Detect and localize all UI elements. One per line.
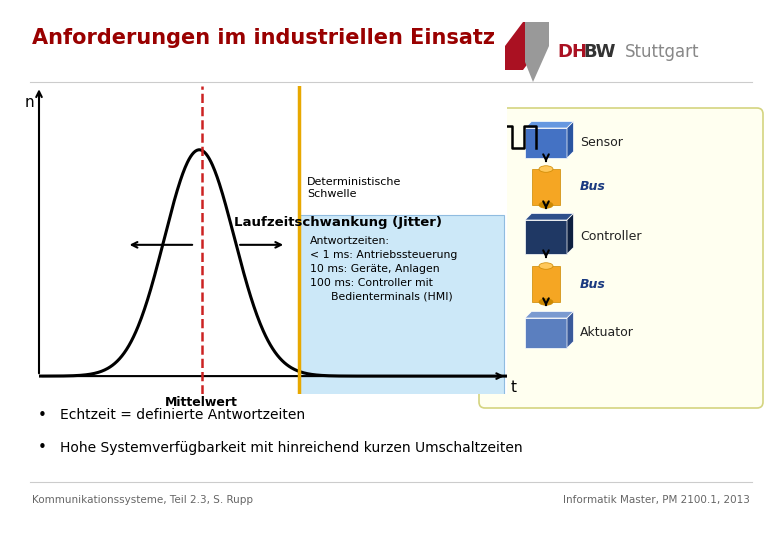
- Text: Echtzeit = definierte Antwortzeiten: Echtzeit = definierte Antwortzeiten: [60, 408, 305, 422]
- Ellipse shape: [539, 263, 553, 269]
- Text: Kommunikationssysteme, Teil 2.3, S. Rupp: Kommunikationssysteme, Teil 2.3, S. Rupp: [32, 495, 253, 505]
- Text: Bus: Bus: [580, 278, 606, 291]
- Text: t: t: [510, 380, 516, 395]
- Text: DH: DH: [557, 43, 587, 61]
- Polygon shape: [567, 122, 573, 158]
- Text: Mittelwert: Mittelwert: [165, 396, 238, 409]
- Text: Deterministische
Schwelle: Deterministische Schwelle: [307, 177, 401, 199]
- Polygon shape: [525, 213, 573, 220]
- Polygon shape: [525, 22, 549, 82]
- Text: Controller: Controller: [580, 231, 641, 244]
- Text: Sensor: Sensor: [580, 137, 623, 150]
- Ellipse shape: [539, 202, 553, 208]
- Polygon shape: [525, 122, 573, 128]
- Text: •: •: [37, 408, 47, 422]
- Text: •: •: [37, 441, 47, 456]
- FancyBboxPatch shape: [525, 318, 567, 348]
- Text: n: n: [24, 95, 34, 110]
- Bar: [532, 169, 560, 205]
- Ellipse shape: [539, 299, 553, 305]
- Text: Anforderungen im industriellen Einsatz: Anforderungen im industriellen Einsatz: [32, 28, 495, 48]
- Text: Antwortzeiten:
< 1 ms: Antriebssteuerung
10 ms: Geräte, Anlagen
100 ms: Controll: Antwortzeiten: < 1 ms: Antriebssteuerung…: [310, 236, 457, 302]
- FancyBboxPatch shape: [525, 128, 567, 158]
- FancyBboxPatch shape: [299, 215, 504, 401]
- Text: Laufzeitschwankung (Jitter): Laufzeitschwankung (Jitter): [234, 216, 442, 229]
- FancyBboxPatch shape: [479, 108, 763, 408]
- Text: Stuttgart: Stuttgart: [625, 43, 700, 61]
- Polygon shape: [567, 312, 573, 348]
- Text: Hohe Systemverfügbarkeit mit hinreichend kurzen Umschaltzeiten: Hohe Systemverfügbarkeit mit hinreichend…: [60, 441, 523, 455]
- Text: Aktuator: Aktuator: [580, 327, 634, 340]
- Polygon shape: [525, 312, 573, 318]
- Text: Bus: Bus: [580, 180, 606, 193]
- Polygon shape: [505, 22, 541, 70]
- Text: BW: BW: [583, 43, 615, 61]
- Text: Informatik Master, PM 2100.1, 2013: Informatik Master, PM 2100.1, 2013: [563, 495, 750, 505]
- Ellipse shape: [539, 166, 553, 172]
- Polygon shape: [567, 213, 573, 254]
- Bar: [532, 266, 560, 302]
- FancyBboxPatch shape: [525, 220, 567, 254]
